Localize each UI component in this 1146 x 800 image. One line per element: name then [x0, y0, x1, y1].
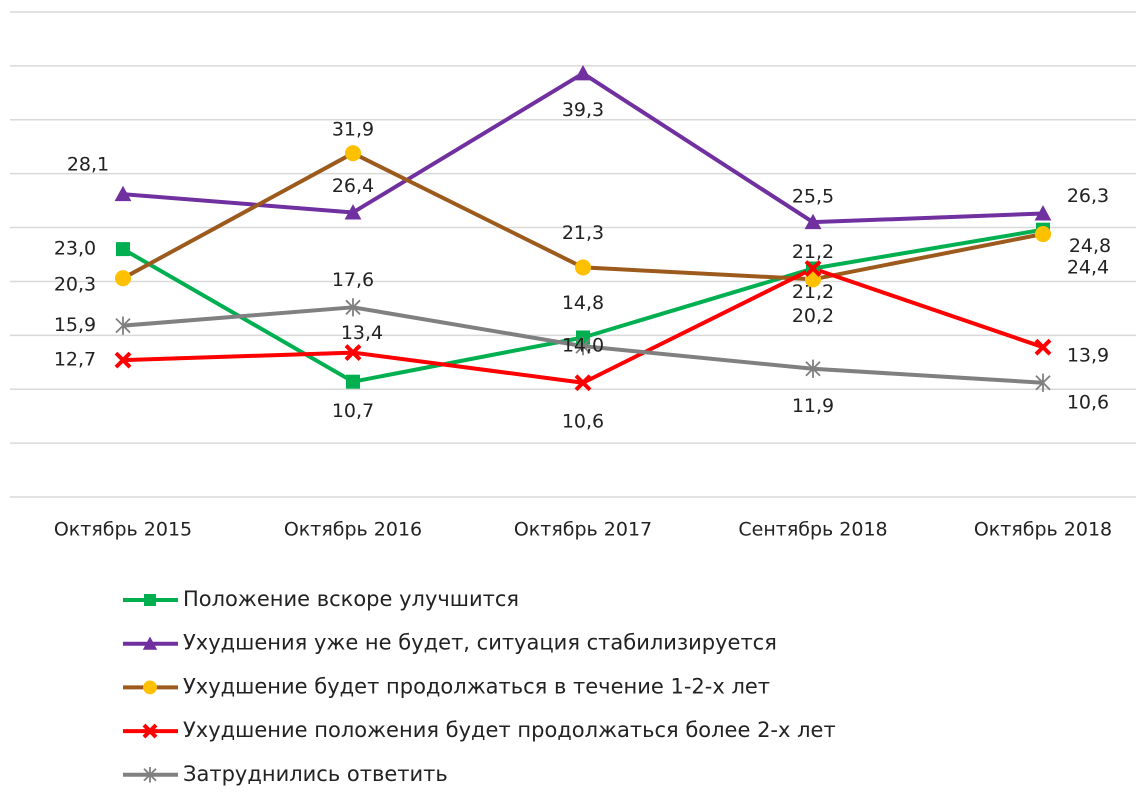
data-label: 26,4 [332, 175, 374, 197]
marker [114, 185, 132, 202]
legend-label: Ухудшение положения будет продолжаться б… [183, 718, 836, 742]
legend-marker [144, 594, 156, 606]
data-label: 21,2 [792, 281, 834, 303]
marker [574, 65, 592, 81]
legend-label: Ухудшение будет продолжаться в течение 1… [183, 674, 770, 698]
marker [115, 316, 131, 335]
marker [575, 337, 591, 356]
marker [345, 298, 361, 317]
legend-marker [142, 636, 158, 650]
marker [574, 374, 592, 392]
data-label: 10,7 [332, 400, 374, 422]
marker [1034, 205, 1052, 221]
data-label: 14,8 [562, 292, 604, 314]
marker [1034, 338, 1052, 356]
marker [114, 351, 132, 369]
data-label: 31,9 [332, 119, 374, 141]
legend-label: Затруднились ответить [183, 762, 448, 786]
data-label: 28,1 [67, 154, 109, 176]
data-label: 21,3 [562, 222, 604, 244]
data-label: 20,3 [54, 274, 96, 296]
data-label: 26,3 [1067, 185, 1109, 207]
x-tick-label: Октябрь 2015 [54, 519, 192, 541]
legend-marker [142, 723, 158, 739]
marker [114, 270, 132, 287]
data-label: 21,2 [792, 241, 834, 263]
data-label: 15,9 [54, 314, 96, 336]
data-label: 39,3 [562, 99, 604, 121]
data-label: 24,8 [1069, 235, 1111, 257]
data-label: 23,0 [54, 238, 96, 260]
legend-marker [143, 680, 157, 695]
marker [805, 359, 821, 378]
marker [344, 204, 362, 220]
marker [804, 213, 822, 230]
data-label: 13,4 [341, 322, 383, 344]
legend-marker [143, 767, 157, 783]
marker [574, 259, 592, 276]
data-label: 25,5 [792, 186, 834, 208]
marker [1034, 225, 1052, 243]
x-tick-label: Октябрь 2017 [514, 519, 652, 541]
data-label: 13,9 [1067, 345, 1109, 367]
marker [804, 260, 822, 277]
data-label: 24,4 [1067, 257, 1109, 279]
series-line [122, 71, 1044, 225]
data-label: 14,0 [562, 335, 604, 357]
marker [1035, 373, 1051, 392]
data-label: 17,6 [332, 269, 374, 291]
data-label: 11,9 [792, 395, 834, 417]
legend-label: Ухудшения уже не будет, ситуация стабили… [183, 631, 777, 655]
data-label: 20,2 [792, 305, 834, 327]
data-label: 12,7 [54, 349, 96, 371]
data-label: 10,6 [562, 410, 604, 432]
marker [346, 374, 360, 389]
x-tick-label: Сентябрь 2018 [738, 519, 887, 541]
marker [344, 344, 362, 361]
marker [344, 145, 362, 162]
marker [116, 242, 130, 257]
legend-label: Положение вскоре улучшится [183, 587, 519, 611]
series-line [122, 266, 1044, 385]
x-tick-label: Октябрь 2018 [974, 519, 1112, 541]
data-label: 10,6 [1067, 391, 1109, 413]
x-tick-label: Октябрь 2016 [284, 519, 422, 541]
